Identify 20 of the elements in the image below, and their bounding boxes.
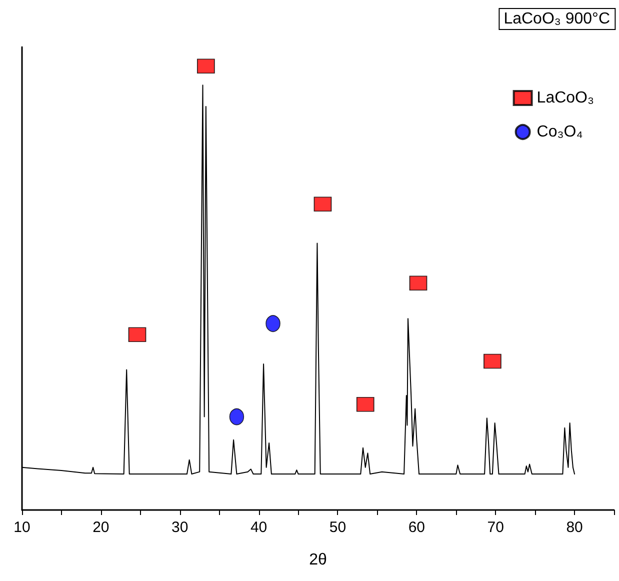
x-tick-label: 20 bbox=[92, 519, 110, 536]
legend-label: LaCoO₃ bbox=[536, 90, 594, 106]
chart-title: LaCoO₃ 900°C bbox=[504, 10, 610, 28]
point bbox=[229, 408, 244, 426]
point bbox=[356, 396, 374, 412]
point bbox=[128, 327, 146, 342]
point bbox=[197, 58, 215, 74]
x-tick-label: 10 bbox=[14, 519, 30, 536]
point bbox=[314, 196, 332, 212]
point bbox=[409, 276, 428, 291]
point bbox=[484, 354, 502, 369]
x-tick-label: 60 bbox=[408, 519, 426, 536]
x-tick-label: 70 bbox=[487, 519, 504, 536]
x-tick-label: 80 bbox=[566, 519, 583, 536]
x-tick-label: 30 bbox=[172, 519, 188, 536]
point bbox=[266, 315, 280, 332]
x-axis-title: 2θ bbox=[309, 552, 327, 568]
legend-label: Co₃O₄ bbox=[536, 124, 583, 140]
x-tick-label: 50 bbox=[329, 519, 346, 536]
x-tick-label: 40 bbox=[250, 519, 268, 536]
